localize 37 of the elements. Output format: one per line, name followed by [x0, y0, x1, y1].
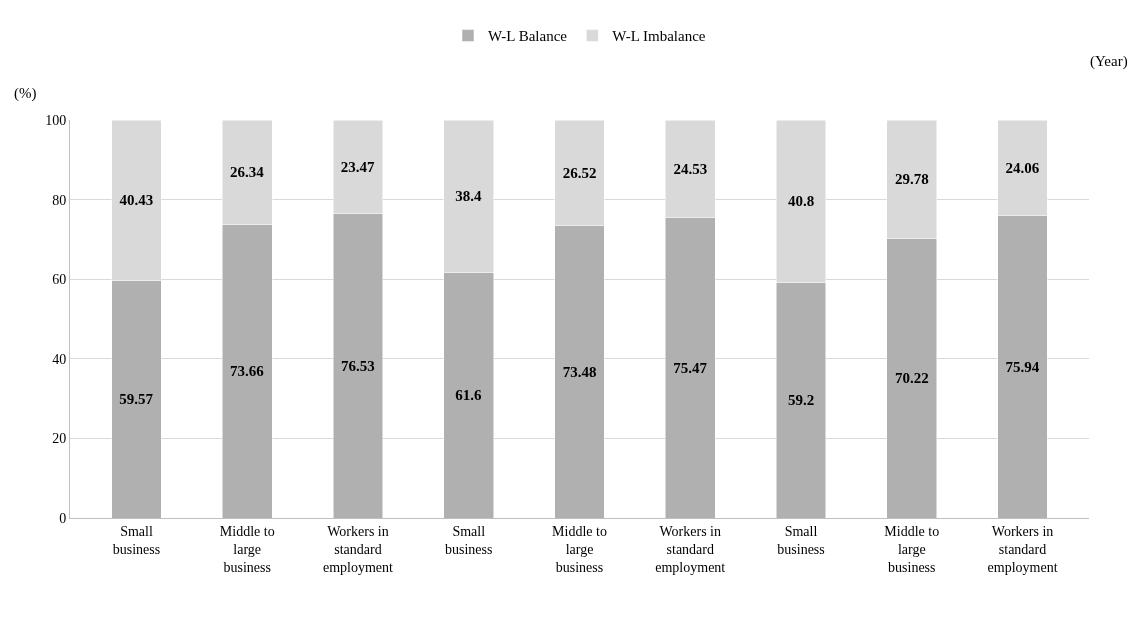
- text: (Year): [1090, 53, 1128, 70]
- data-label: 75.47: [673, 359, 708, 376]
- legend-label: W-L Imbalance: [612, 28, 706, 45]
- data-label: 38.4: [455, 188, 483, 205]
- data-label: 26.34: [230, 164, 265, 181]
- data-label: 40.8: [787, 193, 815, 210]
- y-tick-label: 100: [45, 112, 67, 128]
- data-label: 73.48: [562, 363, 597, 380]
- x-tick-label: Small business: [445, 523, 493, 557]
- x-tick-label: Middle to large business: [552, 523, 607, 576]
- y-axis-title: (%): [14, 85, 37, 102]
- data-label: 26.52: [562, 164, 597, 181]
- data-label: 24.06: [1005, 159, 1040, 176]
- x-tick-label: Small business: [112, 523, 161, 557]
- data-label: 40.43: [119, 192, 154, 209]
- data-label: 59.57: [119, 391, 154, 408]
- y-tick-label: 80: [52, 192, 67, 208]
- y-tick-label: 60: [52, 272, 67, 288]
- data-label: 23.47: [340, 158, 376, 175]
- data-label: 70.22: [894, 370, 929, 387]
- data-label: 73.66: [230, 363, 265, 380]
- data-label: 29.78: [894, 171, 929, 188]
- data-label: 61.6: [455, 387, 483, 404]
- x-tick-label: Workers in standard employment: [655, 523, 726, 576]
- x-tick-label: Middle to large business: [884, 523, 940, 576]
- y-tick-label: 20: [52, 431, 67, 447]
- data-label: 59.2: [787, 392, 815, 409]
- data-label: 24.53: [673, 160, 708, 177]
- x-tick-label: Workers in standard employment: [322, 523, 394, 576]
- y-tick-label: 0: [59, 510, 67, 526]
- x-tick-label: Workers in standard employment: [987, 523, 1058, 576]
- x-tick-label: Small business: [777, 523, 825, 557]
- data-label: 76.53: [341, 357, 375, 374]
- legend-label: W-L Balance: [488, 28, 568, 45]
- x-tick-label: Middle to large business: [219, 523, 275, 576]
- data-label: 75.94: [1005, 358, 1040, 375]
- y-tick-label: 40: [52, 351, 67, 367]
